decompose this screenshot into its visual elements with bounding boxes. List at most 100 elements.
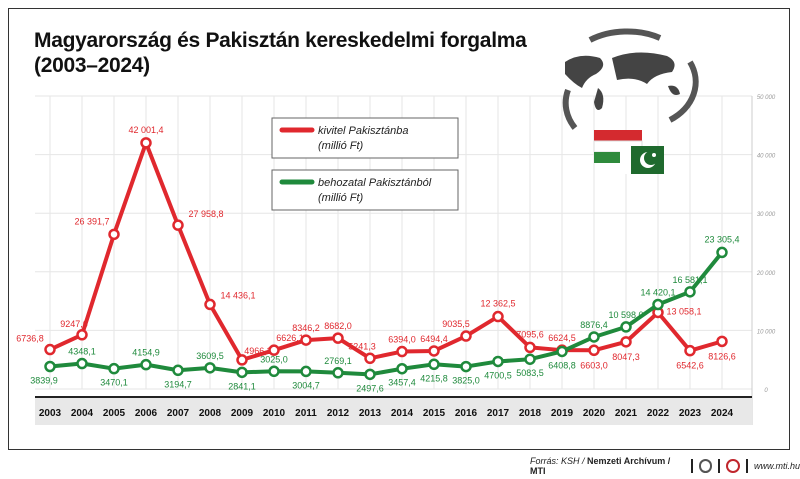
data-label: 7095,6 xyxy=(516,329,544,339)
data-point xyxy=(428,345,440,357)
legend-item: kivitel Pakisztánba (millió Ft) xyxy=(271,117,459,159)
x-tick-label: 2019 xyxy=(551,408,574,419)
data-label: 27 958,8 xyxy=(188,209,223,219)
data-point xyxy=(44,343,56,356)
data-point xyxy=(172,219,184,231)
data-label: 6408,8 xyxy=(548,360,576,370)
y-tick-label: 10 000 xyxy=(757,329,776,335)
x-tick-label: 2008 xyxy=(199,408,222,419)
data-label: 16 581,1 xyxy=(672,275,707,285)
data-point xyxy=(460,360,472,373)
data-point xyxy=(684,344,696,357)
x-tick-label: 2004 xyxy=(71,408,94,419)
data-label: 4215,8 xyxy=(420,373,448,383)
continent-shape xyxy=(565,55,604,88)
x-tick-label: 2023 xyxy=(679,408,702,419)
data-point xyxy=(684,286,696,298)
flag-stripe xyxy=(594,152,642,163)
data-label: 6542,6 xyxy=(676,361,704,371)
frame xyxy=(8,8,790,450)
continent-shape xyxy=(594,88,604,110)
data-label: 13 058,1 xyxy=(666,306,701,316)
series-export: 6736,8 9247,6 26 391,7 42 001,4 27 958,8 14 4… xyxy=(16,125,736,371)
data-point xyxy=(524,353,536,365)
data-point xyxy=(364,352,376,365)
data-point xyxy=(236,354,248,366)
series-line xyxy=(49,251,724,377)
data-point xyxy=(524,341,536,354)
website-link[interactable]: www.mti.hu xyxy=(753,461,800,471)
data-point xyxy=(108,228,120,241)
data-label: 8346,2 xyxy=(292,323,320,333)
data-point xyxy=(76,357,88,370)
data-label: 4700,5 xyxy=(484,370,512,380)
world-map-icon xyxy=(562,28,699,130)
source-bold: Nemzeti Archívum / MTI xyxy=(530,456,671,476)
source-prefix: Forrás: KSH / xyxy=(530,456,588,466)
data-point xyxy=(44,360,56,373)
x-tick-label: 2017 xyxy=(487,408,510,419)
data-point xyxy=(140,358,152,371)
year-band xyxy=(35,397,752,425)
legend-label: kivitel Pakisztánba xyxy=(318,125,409,137)
data-label: 3457,4 xyxy=(388,378,416,388)
chart-title: Magyarország és Pakisztán kereskedelmi f… xyxy=(34,28,527,78)
data-label: 14 436,1 xyxy=(220,290,255,300)
x-tick-label: 2020 xyxy=(583,408,606,419)
data-label: 6624,5 xyxy=(548,333,576,343)
x-tick-label: 2005 xyxy=(103,408,126,419)
data-label: 42 001,4 xyxy=(128,125,163,135)
data-label: 9035,5 xyxy=(442,319,470,329)
data-label: 3004,7 xyxy=(292,380,320,390)
archive-logo-icon xyxy=(698,459,713,473)
data-point xyxy=(620,321,632,333)
mti-logo-icon xyxy=(726,459,741,473)
legend-box xyxy=(271,117,459,159)
continent-shape xyxy=(612,52,675,84)
data-point xyxy=(652,298,664,311)
series-import: 3839,9 4348,1 3470,1 4154,9 3194,7 3609,5 2841… xyxy=(30,234,739,393)
data-point xyxy=(588,331,600,343)
source-text: Forrás: KSH / Nemzeti Archívum / MTI xyxy=(530,456,685,476)
data-label: 3025,0 xyxy=(260,354,288,364)
legend-label: behozatal Pakisztánból xyxy=(318,177,432,189)
arrow-icon xyxy=(562,88,578,130)
data-point xyxy=(620,336,632,348)
data-label: 3825,0 xyxy=(452,376,480,386)
y-tick-label: 0 xyxy=(764,388,768,394)
x-tick-label: 2018 xyxy=(519,408,542,419)
data-label: 3470,1 xyxy=(100,378,128,388)
data-label: 2769,1 xyxy=(324,356,352,366)
continent-shape xyxy=(668,85,680,95)
data-point xyxy=(460,330,472,342)
data-label: 4348,1 xyxy=(68,347,96,357)
data-point xyxy=(108,362,120,375)
y-tick-label: 20 000 xyxy=(756,271,776,277)
data-label: 8047,3 xyxy=(612,352,640,362)
x-tick-label: 2007 xyxy=(167,408,190,419)
data-point xyxy=(396,362,408,375)
flag-stripe xyxy=(620,146,631,174)
x-tick-label: 2013 xyxy=(359,408,382,419)
data-point xyxy=(76,329,88,341)
data-label: 5083,5 xyxy=(516,368,544,378)
data-point xyxy=(332,367,344,379)
data-point xyxy=(428,358,440,371)
data-label: 9247,6 xyxy=(60,319,88,329)
arrow-icon xyxy=(588,28,662,43)
data-point xyxy=(268,365,280,378)
x-tick-label: 2010 xyxy=(263,408,286,419)
x-tick-label: 2024 xyxy=(711,408,734,419)
y-tick-label: 40 000 xyxy=(757,154,776,160)
data-label: 6603,0 xyxy=(580,360,608,370)
data-label: 10 598,0 xyxy=(608,310,643,320)
data-point xyxy=(236,366,248,379)
data-point xyxy=(716,335,728,348)
line-chart: 0 10 000 20 000 30 000 40 000 50 000 2003 2004 2… xyxy=(16,28,776,425)
data-point xyxy=(556,345,568,358)
data-label: 6626,1 xyxy=(276,333,304,343)
legend-item: behozatal Pakisztánból (millió Ft) xyxy=(271,169,459,211)
y-tick-label: 30 000 xyxy=(757,212,776,218)
legend-box xyxy=(271,169,459,211)
